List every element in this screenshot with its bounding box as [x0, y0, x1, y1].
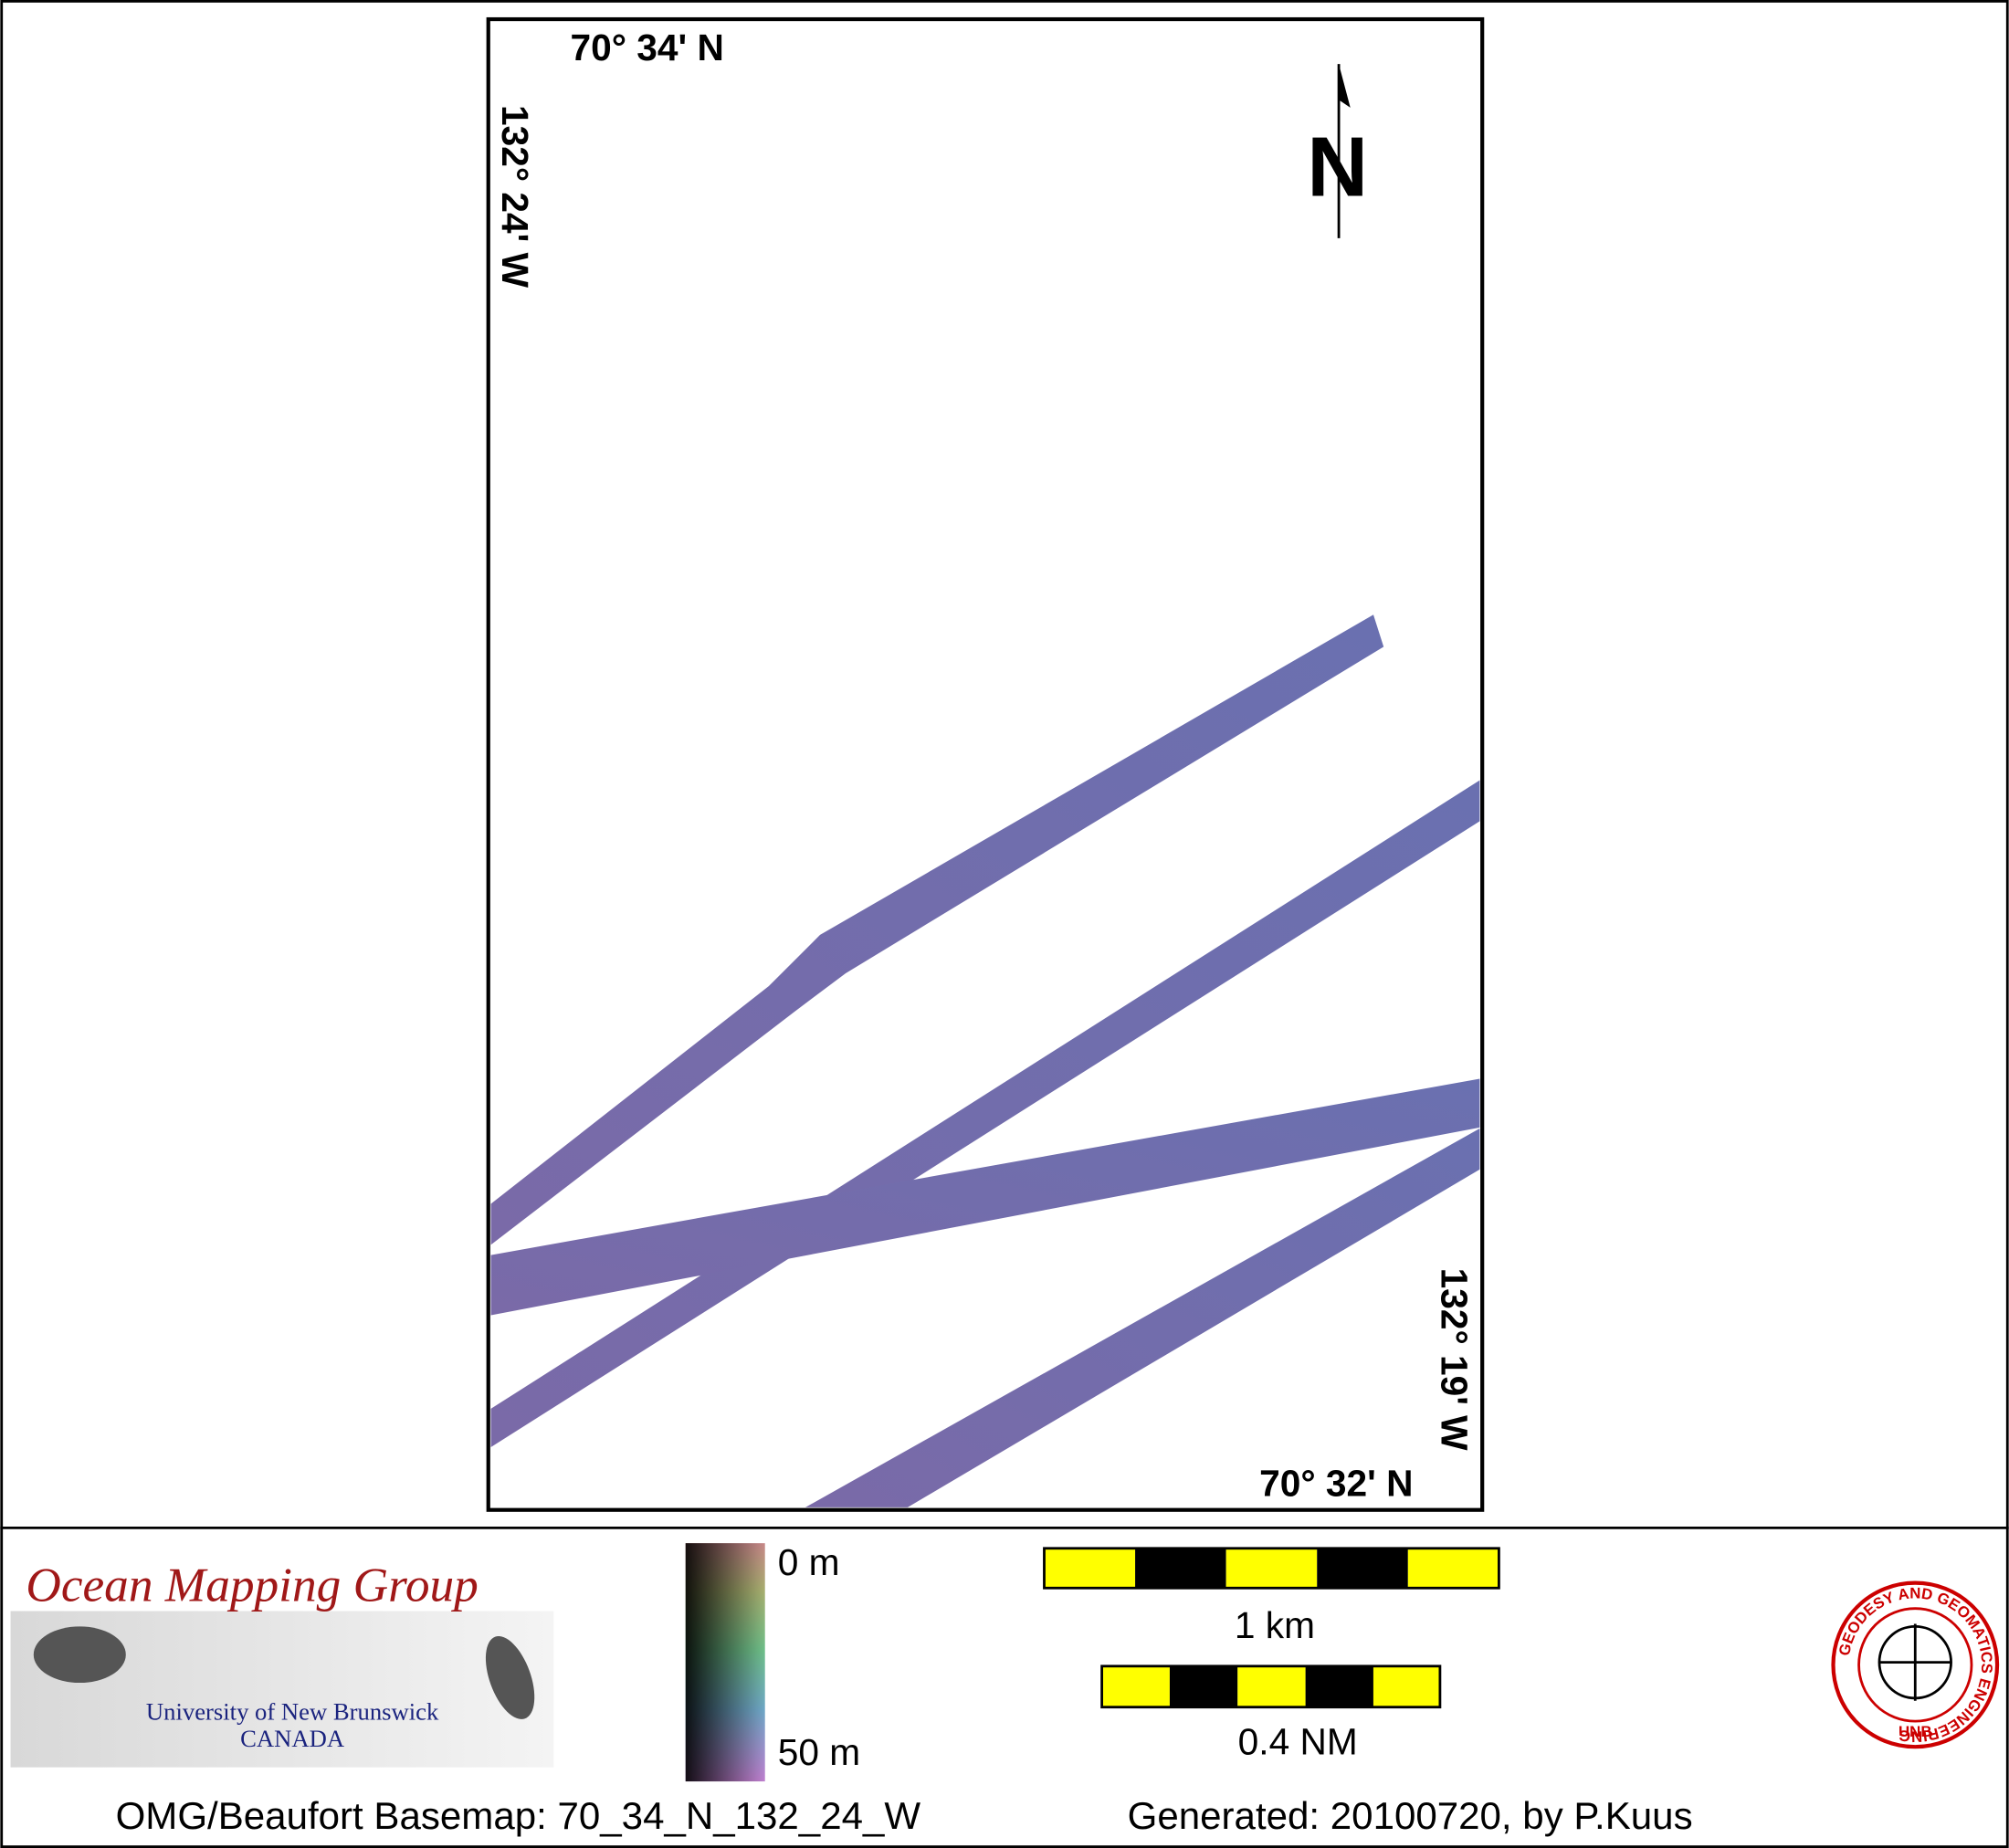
swath: [490, 614, 1384, 1245]
badge: GEODESY AND GEOMATICS ENGINEERING UNB: [1831, 1580, 2000, 1749]
color-bar-shade: [685, 1543, 765, 1782]
scale-bar-nm: 0.4 NM: [1100, 1664, 1442, 1763]
depth-min-label: 0 m: [778, 1541, 840, 1583]
bottom-latitude: 70° 32' N: [1259, 1462, 1413, 1504]
logo: Ocean Mapping Group University of New Br…: [10, 1558, 554, 1768]
footer-generated: Generated: 20100720, by P.Kuus: [1128, 1794, 1693, 1837]
scale-bar-km: 1 km: [1043, 1547, 1500, 1646]
scale-label: 0.4 NM: [1238, 1721, 1358, 1763]
logo-title: Ocean Mapping Group: [26, 1558, 478, 1612]
logo-country: CANADA: [240, 1725, 345, 1752]
sonar-shape: [485, 1635, 535, 1719]
right-longitude: 132° 19' W: [1433, 1268, 1475, 1452]
depth-legend: 0 m 50 m: [685, 1541, 860, 1782]
depth-max-label: 50 m: [778, 1731, 860, 1773]
swaths: [490, 614, 1480, 1507]
footer-basemap: OMG/Beaufort Basemap: 70_34_N_132_24_W: [116, 1794, 921, 1837]
north-label: N: [1307, 120, 1368, 215]
sonar-shape: [33, 1626, 126, 1684]
left-longitude: 132° 24' W: [494, 105, 536, 289]
top-latitude: 70° 34' N: [571, 26, 724, 68]
map-frame: [486, 16, 1485, 1512]
north-arrow: N: [1307, 64, 1368, 238]
scale-label: 1 km: [1235, 1604, 1315, 1646]
swath: [490, 780, 1480, 1447]
badge-center: UNB: [1899, 1723, 1931, 1740]
logo-university: University of New Brunswick: [146, 1698, 439, 1726]
swath: [490, 1078, 1480, 1316]
